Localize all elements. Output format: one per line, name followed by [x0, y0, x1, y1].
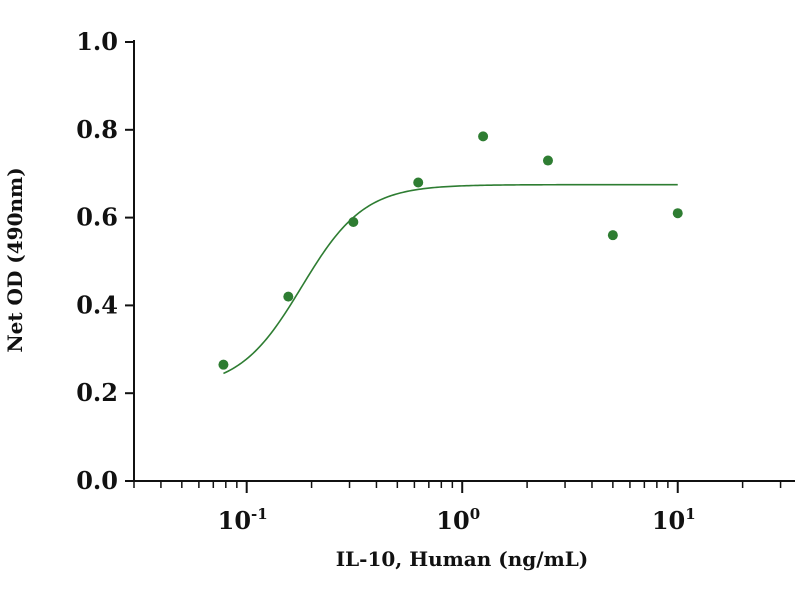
plot-area: [218, 131, 683, 375]
x-axis-title: IL-10, Human (ng/mL): [336, 547, 589, 571]
x-tick-label-exponent: -1: [251, 505, 268, 523]
y-tick-label: 0.0: [76, 466, 118, 495]
x-tick-label-base: 10: [218, 506, 251, 535]
y-axis-ticks: 0.0 0.2 0.4 0.6 0.8 1.0: [76, 27, 134, 495]
y-tick-label: 1.0: [76, 27, 118, 56]
data-point: [478, 131, 489, 142]
data-point: [672, 208, 683, 219]
fit-curve: [223, 183, 678, 375]
y-tick-label: 0.6: [76, 203, 118, 232]
x-tick-label: 101: [652, 505, 696, 535]
axes: [133, 40, 795, 482]
x-tick-label-exponent: 1: [685, 505, 695, 523]
y-axis-title: Net OD (490nm): [3, 167, 27, 352]
x-tick-label: 100: [436, 505, 480, 535]
x-axis-ticks: 10-1 100 101: [133, 481, 782, 535]
y-tick-label: 0.4: [76, 290, 118, 319]
x-tick-label: 10-1: [218, 505, 268, 535]
y-tick-label: 0.2: [76, 378, 118, 407]
data-point: [607, 230, 618, 241]
data-point: [542, 155, 553, 166]
data-point: [348, 216, 359, 227]
y-tick-label: 0.8: [76, 115, 118, 144]
data-point: [413, 177, 424, 188]
data-point: [283, 291, 294, 302]
x-tick-label-base: 10: [436, 506, 469, 535]
x-tick-label-base: 10: [652, 506, 685, 535]
x-tick-label-exponent: 0: [470, 505, 480, 523]
data-point: [218, 359, 229, 370]
